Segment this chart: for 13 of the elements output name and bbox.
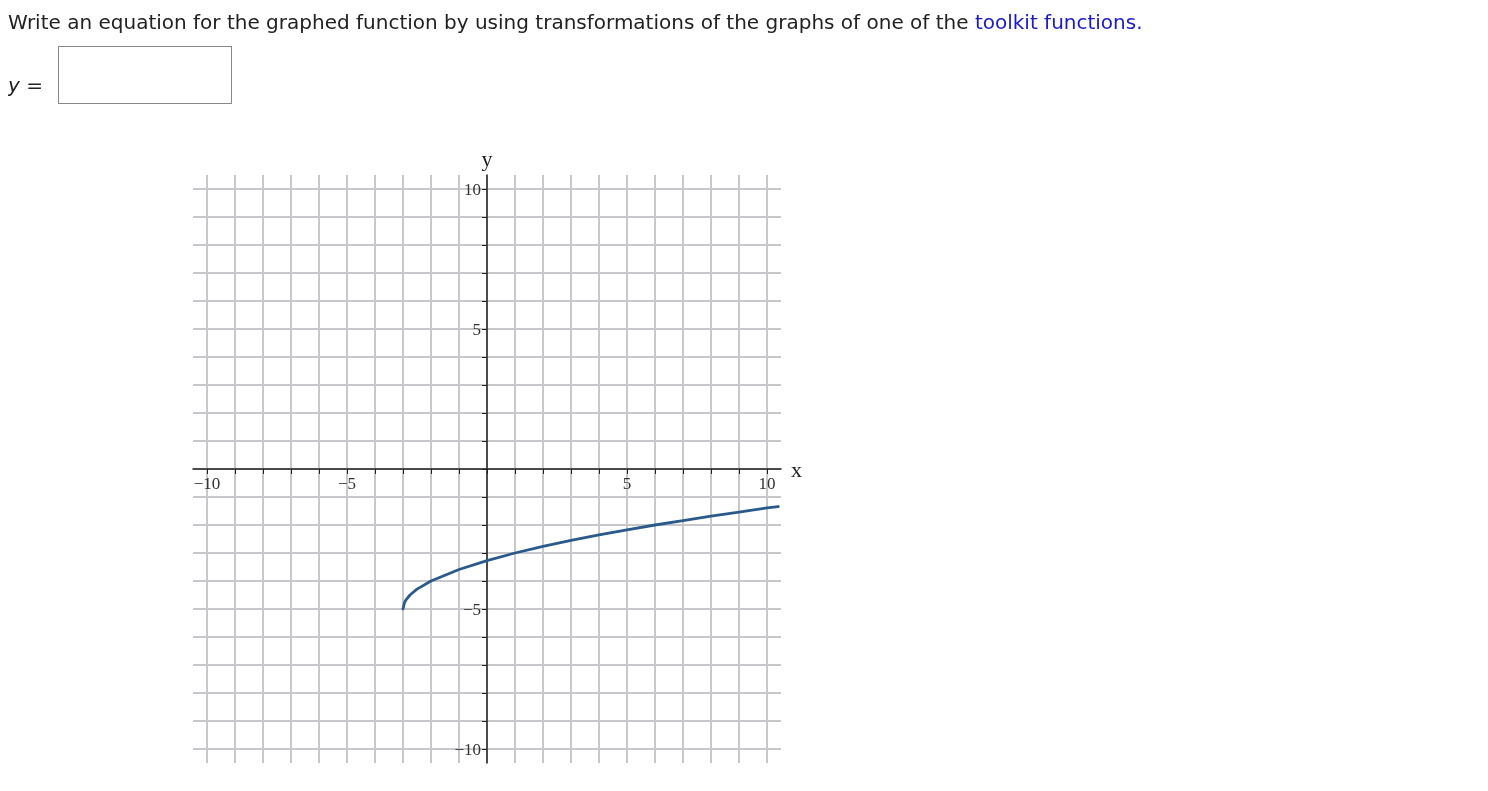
text: toolkit functions.: [974, 10, 1143, 34]
y-axis-title: y: [481, 145, 493, 171]
x-tick-label: −5: [337, 474, 357, 493]
chart-title: Write an equation for the graphed function by using transformations of the graphs of one of the: [8, 10, 969, 34]
y-tick-label: 5: [472, 319, 481, 339]
x-tick-label: 10: [758, 474, 776, 493]
y-tick-label: −10: [454, 739, 481, 759]
text: y =: [8, 73, 43, 97]
x-tick-label: 5: [622, 474, 632, 493]
y-tick-label: 10: [464, 179, 481, 199]
y-tick-label: −5: [462, 599, 481, 619]
x-axis-title: x: [791, 456, 802, 482]
x-tick-label: −10: [193, 474, 221, 493]
